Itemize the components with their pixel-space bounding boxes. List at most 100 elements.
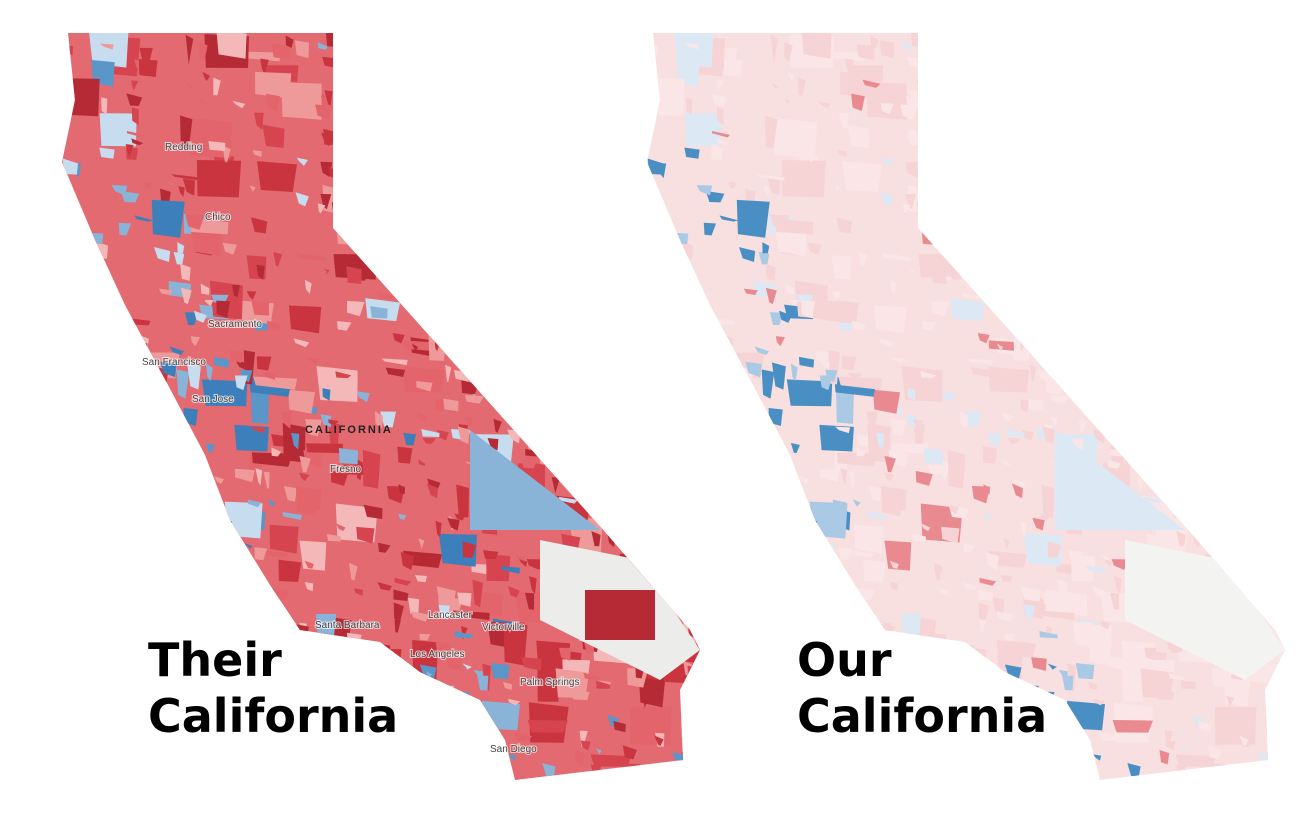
precinct <box>185 34 194 65</box>
precinct <box>151 199 185 238</box>
precinct <box>1050 33 1058 41</box>
precinct <box>743 479 751 492</box>
precinct <box>1003 459 1011 466</box>
precinct <box>1211 316 1220 334</box>
precinct <box>547 228 567 237</box>
precinct <box>965 411 982 428</box>
precinct <box>669 505 680 521</box>
precinct <box>97 607 114 625</box>
precinct <box>514 308 544 336</box>
precinct <box>105 774 141 780</box>
precinct <box>640 185 658 193</box>
precinct <box>1099 243 1108 253</box>
precinct <box>81 329 101 344</box>
precinct <box>525 164 542 182</box>
precinct <box>263 758 290 780</box>
precinct <box>494 94 503 110</box>
precinct <box>1098 553 1111 562</box>
precinct <box>62 284 72 311</box>
precinct <box>542 762 556 778</box>
precinct <box>296 157 309 166</box>
precinct <box>68 641 85 660</box>
precinct <box>495 354 531 388</box>
precinct <box>81 537 127 551</box>
precinct <box>835 786 854 792</box>
precinct <box>1133 237 1142 248</box>
precinct <box>1120 290 1128 298</box>
precinct <box>938 35 983 56</box>
precinct <box>638 476 653 492</box>
precinct <box>528 576 537 594</box>
precinct <box>931 266 947 285</box>
precinct <box>697 573 700 585</box>
precinct <box>1175 754 1217 767</box>
precinct <box>1239 242 1248 253</box>
precinct <box>147 787 164 815</box>
precinct <box>131 107 139 126</box>
precinct <box>643 535 663 547</box>
precinct <box>76 360 93 376</box>
precinct <box>885 766 904 774</box>
precinct <box>680 295 691 310</box>
precinct <box>354 214 392 230</box>
precinct <box>959 217 995 233</box>
precinct <box>90 440 128 455</box>
precinct <box>1136 477 1145 494</box>
precinct <box>1040 346 1048 357</box>
precinct <box>1276 81 1285 111</box>
precinct <box>1175 129 1194 146</box>
precinct <box>659 785 673 800</box>
precinct <box>793 141 811 152</box>
precinct <box>357 788 373 804</box>
precinct <box>1012 761 1030 778</box>
precinct <box>473 669 483 678</box>
precinct <box>808 520 818 532</box>
precinct <box>490 663 510 680</box>
precinct <box>1020 641 1037 658</box>
precinct <box>354 588 364 597</box>
precinct <box>687 721 698 730</box>
precinct <box>531 362 549 379</box>
precinct <box>529 295 544 309</box>
precinct <box>711 93 728 107</box>
precinct <box>416 381 433 392</box>
precinct <box>1137 775 1151 780</box>
precinct <box>216 33 247 59</box>
precinct <box>507 754 517 761</box>
precinct <box>158 473 191 484</box>
precinct <box>435 520 442 538</box>
precinct <box>118 222 132 236</box>
precinct <box>296 252 327 262</box>
precinct <box>892 487 907 511</box>
precinct <box>406 275 414 290</box>
precinct <box>260 58 269 74</box>
precinct <box>1102 39 1116 48</box>
precinct <box>180 287 192 305</box>
precinct <box>107 458 151 466</box>
precinct <box>150 501 183 514</box>
precinct <box>743 696 755 709</box>
precinct <box>1014 267 1028 286</box>
precinct <box>640 695 650 709</box>
precinct <box>683 363 694 378</box>
precinct <box>947 449 966 489</box>
precinct <box>820 595 837 604</box>
precinct <box>1116 219 1125 230</box>
precinct <box>826 51 866 62</box>
precinct <box>452 610 490 621</box>
precinct <box>556 256 573 284</box>
precinct <box>356 526 375 544</box>
precinct <box>664 266 696 297</box>
precinct <box>503 339 542 369</box>
precinct <box>454 513 465 521</box>
precinct <box>649 400 660 413</box>
precinct <box>403 366 445 393</box>
precinct <box>962 542 976 553</box>
precinct <box>465 33 473 41</box>
precinct <box>1276 115 1285 142</box>
precinct <box>1234 400 1245 413</box>
precinct <box>690 360 711 368</box>
precinct <box>522 459 536 469</box>
precinct <box>235 361 246 370</box>
precinct <box>856 44 875 60</box>
